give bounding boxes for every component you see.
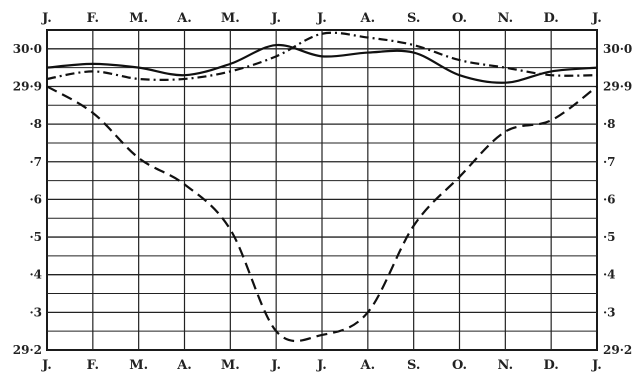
x-tick-label-top: A. bbox=[360, 11, 376, 26]
x-tick-label-top: J. bbox=[270, 11, 281, 26]
x-tick-label-bottom: J. bbox=[41, 358, 52, 373]
x-tick-label-bottom: F. bbox=[87, 358, 99, 373]
y-tick-label-right: ·4 bbox=[603, 268, 616, 282]
x-tick-label-bottom: J. bbox=[591, 358, 602, 373]
x-tick-label-top: M. bbox=[129, 11, 148, 26]
y-tick-label-left: ·7 bbox=[29, 155, 42, 169]
y-tick-label-left: ·5 bbox=[29, 230, 42, 244]
axis-labels: J. J. F. F. M. M. A. A. M. M. J. J. J. J. A. A. S. S. O. O.… bbox=[13, 11, 632, 373]
grid bbox=[46, 29, 598, 351]
x-tick-label-bottom: A. bbox=[360, 358, 376, 373]
x-tick-label-top: J. bbox=[41, 11, 52, 26]
series-line-dashed bbox=[46, 85, 598, 343]
y-tick-label-right: ·3 bbox=[603, 305, 616, 319]
x-tick-label-bottom: M. bbox=[129, 358, 148, 373]
x-tick-label-bottom: D. bbox=[543, 358, 558, 373]
x-tick-label-bottom: N. bbox=[498, 358, 514, 373]
y-tick-label-right: ·8 bbox=[603, 117, 616, 131]
x-tick-label-top: N. bbox=[498, 11, 514, 26]
x-tick-label-bottom: M. bbox=[221, 358, 240, 373]
y-tick-label-right: ·5 bbox=[603, 230, 616, 244]
y-tick-label-right: 30·0 bbox=[603, 42, 632, 56]
y-tick-label-right: 29·9 bbox=[603, 79, 632, 93]
x-tick-label-bottom: O. bbox=[452, 358, 467, 373]
y-tick-label-left: 30·0 bbox=[13, 42, 42, 56]
x-tick-label-bottom: S. bbox=[407, 358, 420, 373]
x-tick-label-top: J. bbox=[316, 11, 327, 26]
x-tick-label-top: D. bbox=[543, 11, 558, 26]
y-tick-label-left: ·8 bbox=[29, 117, 42, 131]
y-tick-label-right: ·6 bbox=[603, 192, 616, 206]
y-tick-label-right: 29·2 bbox=[603, 343, 632, 357]
x-tick-label-top: J. bbox=[591, 11, 602, 26]
y-tick-label-left: 29·2 bbox=[13, 343, 42, 357]
x-tick-label-bottom: A. bbox=[176, 358, 192, 373]
x-tick-label-bottom: J. bbox=[270, 358, 281, 373]
y-tick-label-right: ·7 bbox=[603, 155, 616, 169]
series-lines bbox=[46, 31, 598, 343]
x-tick-label-bottom: J. bbox=[316, 358, 327, 373]
series-line-solid bbox=[46, 43, 598, 84]
y-tick-label-left: 29·9 bbox=[13, 79, 42, 93]
y-tick-label-left: ·4 bbox=[29, 268, 42, 282]
x-tick-label-top: F. bbox=[87, 11, 99, 26]
x-tick-label-top: A. bbox=[176, 11, 192, 26]
x-tick-label-top: S. bbox=[407, 11, 420, 26]
y-tick-label-left: ·3 bbox=[29, 305, 42, 319]
x-tick-label-top: O. bbox=[452, 11, 467, 26]
x-tick-label-top: M. bbox=[221, 11, 240, 26]
y-tick-label-left: ·6 bbox=[29, 192, 42, 206]
